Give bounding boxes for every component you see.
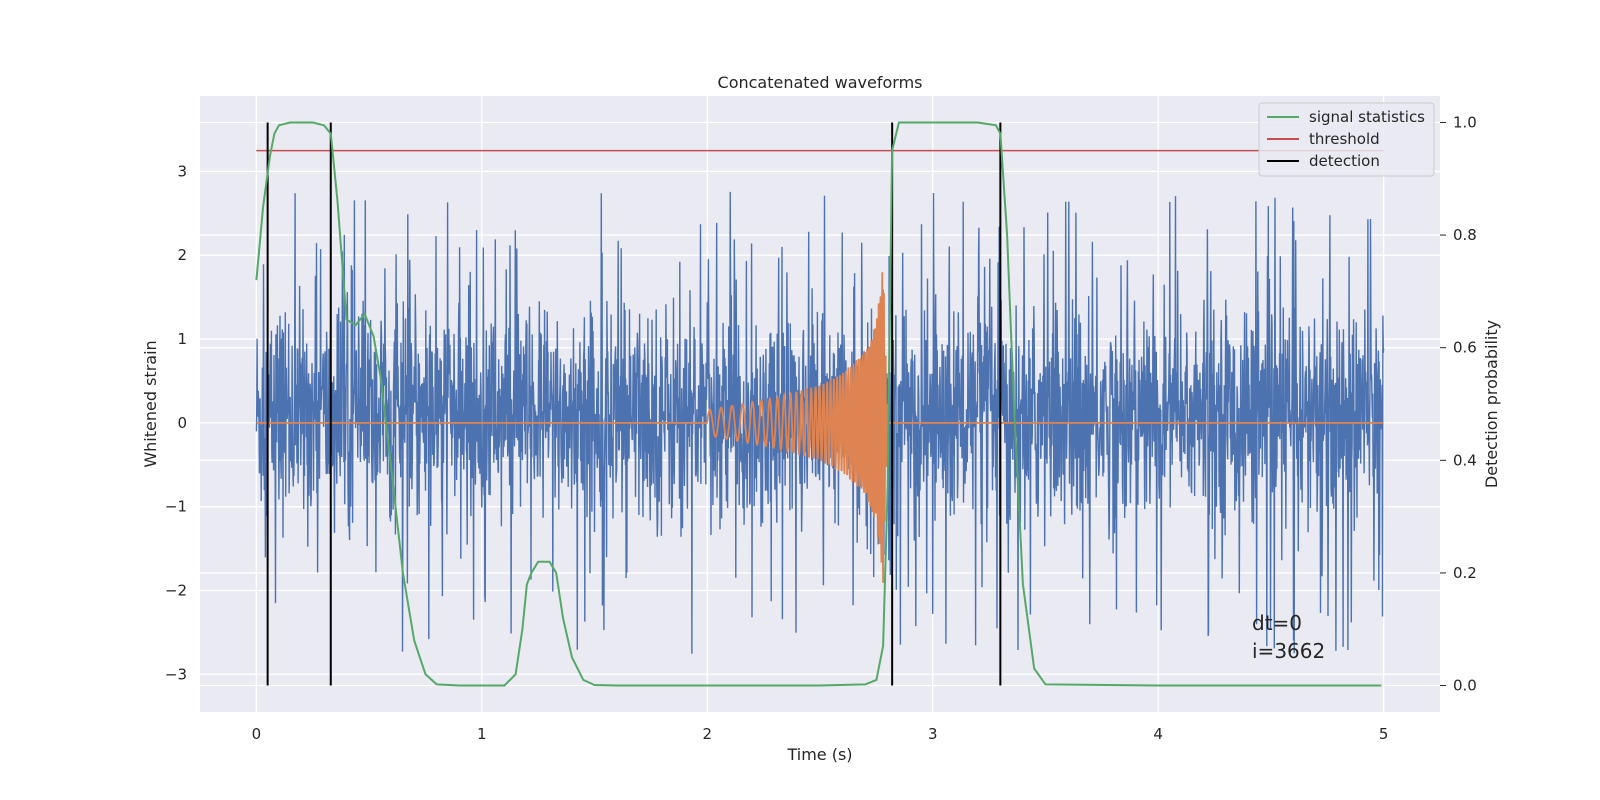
x-tick-label: 5	[1379, 725, 1389, 743]
legend-label-detection: detection	[1309, 152, 1380, 170]
y2-tick-label: 0.2	[1453, 564, 1477, 582]
waveform-trace	[256, 272, 1384, 583]
x-axis-label: Time (s)	[786, 745, 852, 764]
y2-tick-label: 0.8	[1453, 226, 1477, 244]
chart-title: Concatenated waveforms	[718, 73, 923, 92]
x-tick-label: 4	[1153, 725, 1163, 743]
y-tick-label: −1	[165, 498, 187, 516]
y-tick-label: 1	[177, 330, 187, 348]
y-tick-label: −3	[165, 665, 187, 683]
x-tick-label: 0	[252, 725, 262, 743]
y2-tick-label: 0.0	[1453, 677, 1477, 695]
legend: signal statistics threshold detection	[1258, 102, 1435, 177]
y-tick-label: −2	[165, 581, 187, 599]
legend-label-threshold: threshold	[1309, 130, 1380, 148]
y2-tick-label: 1.0	[1453, 113, 1477, 131]
y-tick-label: 3	[177, 162, 187, 180]
y2-tick-label: 0.6	[1453, 339, 1477, 357]
y-axis-label: Whitened strain	[141, 340, 160, 467]
annotation-i: i=3662	[1252, 639, 1325, 663]
x-tick-label: 1	[477, 725, 487, 743]
y2-axis-label: Detection probability	[1482, 320, 1501, 488]
noise-trace	[255, 191, 1385, 654]
legend-box	[1258, 102, 1435, 177]
annotation-dt: dt=0	[1252, 611, 1302, 635]
y2-tick-label: 0.4	[1453, 451, 1477, 469]
y-tick-label: 2	[177, 246, 187, 264]
x-tick-label: 2	[702, 725, 712, 743]
plot-series	[255, 121, 1385, 687]
signal-statistics-line	[255, 121, 1382, 687]
y-tick-label: 0	[177, 414, 187, 432]
ticks: 0 1 2 3 4 5 −3 −2 −1 0 1 2 3 0.0 0.2 0.4 0.6 0.8 1.0	[165, 113, 1477, 743]
x-tick-label: 3	[928, 725, 938, 743]
legend-label-signal-statistics: signal statistics	[1309, 108, 1425, 126]
